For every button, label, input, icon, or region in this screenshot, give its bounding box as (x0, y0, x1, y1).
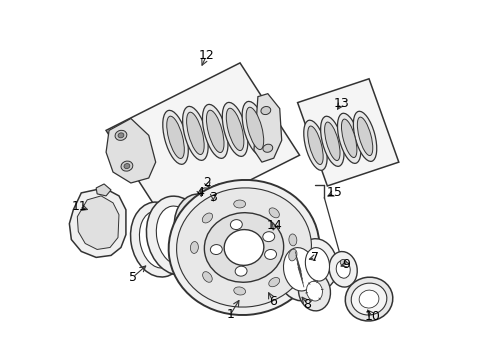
Ellipse shape (186, 112, 203, 154)
Ellipse shape (156, 206, 196, 265)
Ellipse shape (233, 287, 245, 295)
Text: 4: 4 (196, 186, 204, 199)
Text: 10: 10 (365, 310, 380, 323)
Ellipse shape (235, 266, 246, 276)
Ellipse shape (204, 213, 283, 282)
Ellipse shape (115, 130, 126, 140)
Ellipse shape (353, 111, 376, 161)
Text: 6: 6 (268, 294, 276, 307)
Ellipse shape (224, 230, 264, 265)
Ellipse shape (261, 107, 270, 114)
Ellipse shape (174, 194, 226, 261)
Ellipse shape (202, 104, 227, 158)
Text: 1: 1 (226, 309, 234, 321)
Ellipse shape (320, 116, 343, 166)
Ellipse shape (264, 249, 276, 260)
Ellipse shape (206, 110, 224, 153)
Ellipse shape (200, 188, 210, 196)
Ellipse shape (121, 161, 133, 171)
Ellipse shape (245, 107, 263, 149)
Ellipse shape (283, 248, 315, 291)
Ellipse shape (139, 211, 178, 268)
Ellipse shape (340, 260, 346, 265)
Ellipse shape (226, 108, 244, 150)
Text: 13: 13 (333, 97, 348, 110)
Ellipse shape (350, 283, 386, 315)
Ellipse shape (222, 102, 247, 156)
Ellipse shape (262, 232, 274, 242)
Ellipse shape (275, 238, 323, 301)
Text: 9: 9 (342, 258, 349, 271)
Text: 12: 12 (198, 49, 214, 63)
Text: 15: 15 (325, 186, 342, 199)
Text: 8: 8 (303, 297, 311, 311)
Ellipse shape (183, 204, 217, 251)
Text: 2: 2 (203, 176, 211, 189)
Ellipse shape (305, 248, 329, 281)
Text: 5: 5 (129, 271, 137, 284)
Ellipse shape (233, 200, 245, 208)
Ellipse shape (297, 239, 337, 290)
Ellipse shape (337, 113, 360, 163)
Ellipse shape (328, 252, 357, 287)
Ellipse shape (263, 144, 272, 152)
Ellipse shape (168, 180, 319, 315)
Ellipse shape (182, 106, 208, 160)
Ellipse shape (268, 208, 279, 218)
Ellipse shape (324, 122, 339, 161)
Ellipse shape (270, 214, 280, 222)
Ellipse shape (130, 202, 186, 277)
Ellipse shape (124, 163, 130, 168)
Ellipse shape (210, 244, 222, 255)
Ellipse shape (268, 278, 279, 287)
Ellipse shape (298, 271, 330, 311)
Ellipse shape (202, 213, 212, 223)
Ellipse shape (345, 277, 392, 321)
Ellipse shape (230, 220, 242, 230)
Ellipse shape (242, 102, 267, 156)
Ellipse shape (146, 196, 206, 275)
Ellipse shape (190, 242, 198, 253)
Polygon shape (96, 184, 111, 196)
Ellipse shape (306, 281, 322, 301)
Ellipse shape (202, 272, 212, 282)
Polygon shape (106, 63, 299, 223)
Ellipse shape (358, 290, 378, 308)
Ellipse shape (341, 119, 356, 158)
Polygon shape (297, 79, 398, 186)
Ellipse shape (336, 260, 349, 278)
Text: 7: 7 (311, 251, 319, 264)
Ellipse shape (303, 120, 326, 170)
Ellipse shape (307, 126, 323, 165)
Text: 11: 11 (71, 200, 87, 213)
Polygon shape (253, 94, 281, 162)
Text: 3: 3 (209, 192, 217, 204)
Ellipse shape (166, 116, 184, 158)
Polygon shape (106, 118, 155, 183)
Ellipse shape (176, 188, 311, 307)
Polygon shape (77, 196, 119, 249)
Ellipse shape (357, 117, 372, 156)
Polygon shape (69, 188, 126, 257)
Ellipse shape (288, 249, 296, 261)
Ellipse shape (338, 258, 346, 266)
Ellipse shape (163, 111, 188, 164)
Ellipse shape (118, 133, 123, 138)
Text: 14: 14 (266, 219, 282, 232)
Ellipse shape (288, 234, 296, 246)
